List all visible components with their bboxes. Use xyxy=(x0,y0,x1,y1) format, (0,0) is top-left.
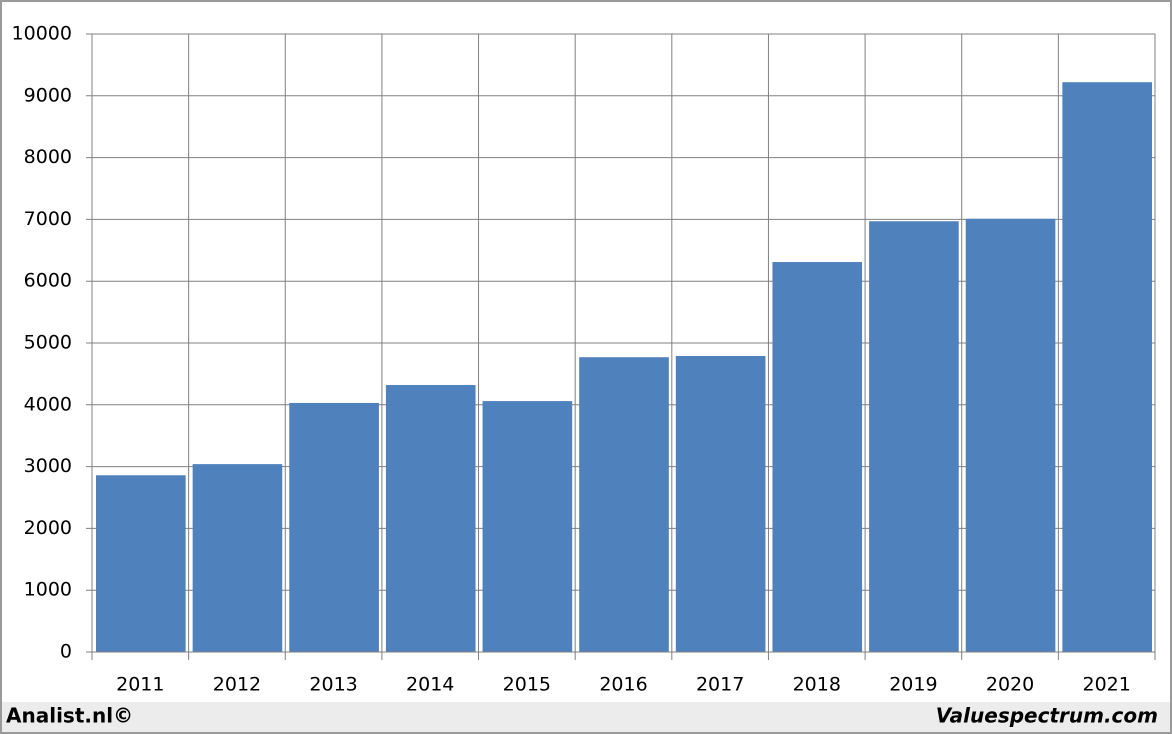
bar xyxy=(482,401,573,652)
y-tick-label: 9000 xyxy=(24,84,72,106)
x-tick-label: 2018 xyxy=(793,674,841,696)
x-tick-label: 2016 xyxy=(599,674,647,696)
y-tick-label: 10000 xyxy=(12,23,72,45)
x-tick-label: 2020 xyxy=(986,674,1034,696)
y-tick-label: 8000 xyxy=(24,146,72,168)
x-tick-label: 2021 xyxy=(1083,674,1131,696)
bar xyxy=(965,218,1056,653)
x-tick-label: 2013 xyxy=(309,674,357,696)
bar xyxy=(675,355,766,652)
bar xyxy=(869,221,959,652)
x-tick-label: 2017 xyxy=(696,674,744,696)
bar xyxy=(385,385,476,652)
y-tick-label: 0 xyxy=(60,641,72,663)
y-tick-label: 5000 xyxy=(24,332,72,354)
x-tick-label: 2015 xyxy=(503,674,551,696)
x-tick-label: 2011 xyxy=(116,674,164,696)
footer-right: Valuespectrum.com xyxy=(936,704,1158,728)
bar xyxy=(289,402,379,652)
x-tick-label: 2019 xyxy=(889,674,937,696)
footer-left: Analist.nl© xyxy=(6,704,133,728)
bar xyxy=(772,262,863,652)
bar xyxy=(579,357,669,652)
bar xyxy=(192,464,283,652)
y-tick-label: 4000 xyxy=(24,393,72,415)
y-tick-label: 3000 xyxy=(24,455,72,477)
bar xyxy=(96,475,186,652)
y-tick-label: 1000 xyxy=(24,579,72,601)
x-tick-label: 2014 xyxy=(406,674,454,696)
footer-band xyxy=(2,702,1170,732)
y-tick-label: 7000 xyxy=(24,208,72,230)
x-tick-label: 2012 xyxy=(213,674,261,696)
bar xyxy=(1062,82,1152,653)
y-tick-label: 2000 xyxy=(24,517,72,539)
y-tick-label: 6000 xyxy=(24,270,72,292)
